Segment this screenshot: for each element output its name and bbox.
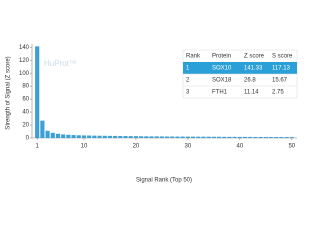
bar	[87, 135, 92, 138]
y-tick-label: 20	[22, 123, 29, 129]
y-axis-title: Strength of Signal (Z score)	[6, 56, 12, 129]
bar	[242, 136, 248, 138]
bar	[113, 135, 118, 138]
y-tick-label: 120	[19, 58, 30, 64]
bar	[35, 46, 40, 138]
bar	[191, 136, 196, 138]
table-cell: 2.75	[272, 90, 284, 96]
bar	[50, 132, 55, 138]
table-highlight	[183, 62, 297, 74]
bar	[284, 137, 289, 138]
bar	[139, 136, 144, 138]
table-cell: 141.33	[244, 66, 263, 72]
y-tick-label: 140	[19, 45, 30, 51]
bar	[97, 135, 102, 138]
table-cell: 11.14	[244, 90, 259, 96]
table-cell: 117.13	[272, 66, 291, 72]
bar	[61, 134, 66, 138]
chart: Strength of Signal (Z score) Signal Rank…	[6, 44, 298, 184]
bar	[159, 136, 164, 138]
table-header: Rank	[186, 54, 201, 60]
bar	[149, 136, 154, 138]
bar	[92, 135, 97, 138]
bar	[55, 133, 61, 138]
bar	[253, 136, 258, 138]
y-tick-label: 40	[22, 110, 29, 116]
table-cell: 2	[186, 78, 190, 84]
bar	[71, 135, 76, 138]
bar	[107, 135, 113, 138]
x-tick-label: 20	[133, 144, 140, 150]
table-cell: 15.67	[272, 78, 288, 84]
bar	[154, 136, 159, 138]
bar	[211, 136, 216, 138]
bar	[144, 136, 149, 138]
bar	[263, 136, 268, 138]
bar	[45, 130, 50, 138]
x-tick-label: 50	[288, 144, 295, 150]
bar	[81, 135, 87, 138]
bar	[237, 136, 242, 138]
bar	[206, 136, 211, 138]
x-tick-label: 30	[185, 144, 192, 150]
x-tick-label: 10	[81, 144, 88, 150]
bar	[123, 136, 128, 138]
y-tick-label: 0	[26, 136, 30, 142]
y-tick-label: 60	[22, 97, 29, 103]
table-cell: 26.8	[244, 78, 256, 84]
x-tick-label: 40	[236, 144, 243, 150]
y-tick-label: 80	[22, 84, 29, 90]
table-header: Protein	[212, 54, 231, 60]
bar	[232, 136, 237, 138]
bar	[222, 136, 227, 138]
table-header: S score	[272, 54, 293, 60]
bar	[133, 136, 138, 138]
table-cell: SOX18	[212, 78, 232, 84]
bar	[268, 137, 274, 138]
bar	[274, 137, 279, 138]
bar	[118, 135, 123, 138]
bar	[248, 136, 253, 138]
bar	[170, 136, 175, 138]
table-header: Z score	[244, 54, 265, 60]
bar	[279, 137, 284, 138]
x-tick-label: 1	[36, 144, 40, 150]
bar	[227, 136, 232, 138]
table-cell: FTH1	[212, 90, 228, 96]
bar	[216, 136, 222, 138]
table-cell: SOX10	[212, 66, 232, 72]
bar	[76, 135, 81, 138]
bar	[185, 136, 190, 138]
table-cell: 3	[186, 90, 190, 96]
bar	[165, 136, 170, 138]
bar	[40, 120, 45, 138]
bar	[180, 136, 185, 138]
bar	[102, 135, 107, 138]
bar	[66, 134, 71, 138]
bar	[175, 136, 180, 138]
bar	[196, 136, 201, 138]
bar	[128, 136, 133, 138]
bar	[258, 136, 263, 138]
table-cell: 1	[186, 66, 190, 72]
bar	[201, 136, 206, 138]
watermark: HuProt™	[44, 59, 77, 68]
bar	[289, 137, 294, 138]
x-axis-title: Signal Rank (Top 50)	[136, 178, 192, 184]
y-tick-label: 100	[19, 71, 30, 77]
